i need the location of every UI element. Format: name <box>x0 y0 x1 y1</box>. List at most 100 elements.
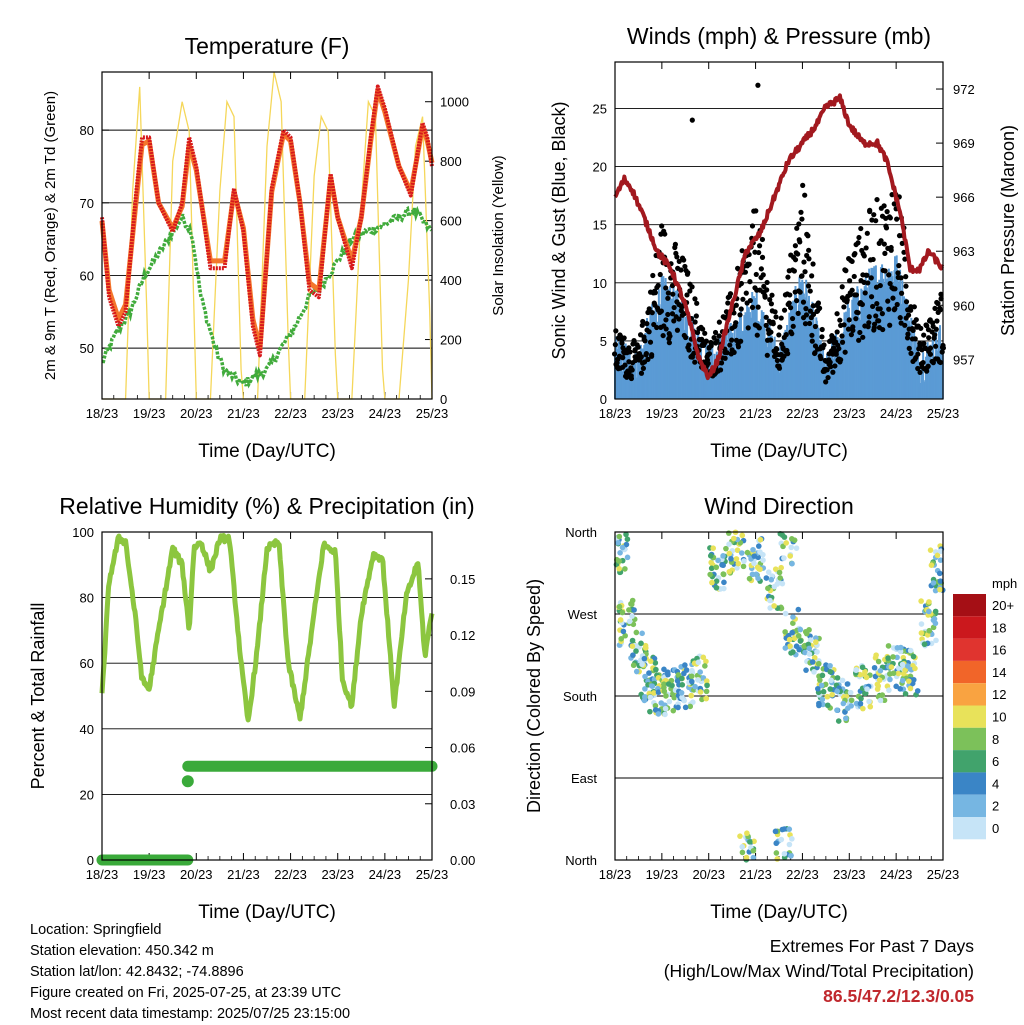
y-tick-label: 20 <box>80 787 94 802</box>
colorbar-label: 0 <box>992 821 999 836</box>
gust-point <box>818 355 824 362</box>
direction-point <box>726 568 733 575</box>
gust-point <box>874 196 880 203</box>
gust-point <box>862 290 868 296</box>
gust-point <box>717 367 724 373</box>
gust-point <box>807 308 814 314</box>
gust-point <box>879 311 885 317</box>
gust-point <box>627 349 633 355</box>
direction-point <box>647 708 653 715</box>
gust-peak-point <box>755 82 761 88</box>
gust-point <box>864 272 870 278</box>
gust-point <box>727 291 734 297</box>
direction-point <box>744 830 750 837</box>
colorbar-swatch <box>953 705 986 728</box>
panel-3-frame <box>101 531 433 861</box>
panel-1-ylabel: 2m & 9m T (Red, Orange) & 2m Td (Green) <box>42 91 59 380</box>
direction-point <box>697 689 704 695</box>
gust-point <box>853 292 860 298</box>
direction-point <box>897 686 904 692</box>
direction-point <box>757 566 763 573</box>
gust-point <box>756 243 763 249</box>
gust-point <box>739 248 745 254</box>
gust-point <box>930 360 936 366</box>
x-tick-label: 24/23 <box>369 406 402 421</box>
direction-point <box>789 560 795 567</box>
direction-point <box>767 597 773 604</box>
gust-point <box>796 221 802 227</box>
direction-point <box>633 629 640 636</box>
gust-point <box>642 338 648 344</box>
direction-point <box>918 630 925 636</box>
direction-point <box>899 677 906 684</box>
gust-point <box>727 342 733 348</box>
gust-point <box>865 324 871 330</box>
direction-point <box>791 537 798 543</box>
direction-point <box>921 641 928 648</box>
gust-point <box>932 305 938 312</box>
gust-point <box>847 292 854 298</box>
gust-point <box>738 280 744 287</box>
gust-point <box>894 301 900 308</box>
direction-point <box>864 686 870 692</box>
gust-point <box>773 314 779 320</box>
gust-point <box>802 192 808 198</box>
gust-point <box>839 333 845 339</box>
extremes-values: 86.5/47.2/12.3/0.05 <box>823 986 974 1006</box>
gust-point <box>686 347 692 353</box>
gust-point <box>763 314 769 320</box>
direction-point <box>695 659 702 666</box>
gust-point <box>692 319 698 325</box>
gust-point <box>687 288 693 294</box>
gust-point <box>758 266 764 272</box>
direction-point <box>740 563 747 570</box>
direction-point <box>631 607 637 613</box>
direction-point <box>713 578 720 584</box>
gust-point <box>912 336 918 342</box>
gust-point <box>703 338 709 344</box>
gust-point <box>659 223 665 229</box>
direction-point <box>731 535 737 542</box>
gust-point <box>768 329 774 335</box>
direction-point <box>703 688 710 695</box>
y2-tick-label: 0.03 <box>450 797 475 812</box>
gust-point <box>694 329 701 336</box>
y-tick-label: North <box>565 853 597 868</box>
gust-point <box>671 304 677 311</box>
direction-point <box>700 654 707 661</box>
direction-point <box>788 853 794 859</box>
direction-point <box>807 637 814 643</box>
gust-point <box>718 360 725 366</box>
direction-point <box>622 632 628 639</box>
gust-point <box>855 310 861 316</box>
gust-point <box>886 272 892 278</box>
direction-point <box>872 673 879 680</box>
gust-point <box>915 351 921 357</box>
panel-1-y2label: Solar Insolation (Yellow) <box>490 155 507 315</box>
direction-point <box>928 562 935 568</box>
gust-point <box>652 290 658 296</box>
direction-point <box>662 705 669 712</box>
direction-point <box>815 660 822 667</box>
gust-point <box>933 326 939 332</box>
direction-point <box>629 613 635 619</box>
y-tick-label: 80 <box>80 123 94 138</box>
direction-point <box>936 570 943 577</box>
y2-tick-label: 0.12 <box>450 628 475 643</box>
station-info: Location: Springfield Station elevation:… <box>30 920 350 1025</box>
gust-point <box>938 291 944 297</box>
recent-timestamp: Most recent data timestamp: 2025/07/25 2… <box>30 1006 351 1022</box>
y2-tick-label: 0.09 <box>450 684 475 699</box>
gust-point <box>749 304 756 310</box>
direction-point <box>746 575 753 582</box>
gust-point <box>865 280 871 286</box>
gust-point <box>856 337 862 343</box>
gust-point <box>763 322 769 328</box>
y2-tick-label: 957 <box>953 352 975 367</box>
direction-point <box>715 557 721 564</box>
series-solar-insolation <box>102 71 433 400</box>
x-tick-label: 22/23 <box>274 406 307 421</box>
direction-point <box>624 536 631 542</box>
gust-point <box>776 365 783 371</box>
x-tick-label: 18/23 <box>599 867 632 882</box>
